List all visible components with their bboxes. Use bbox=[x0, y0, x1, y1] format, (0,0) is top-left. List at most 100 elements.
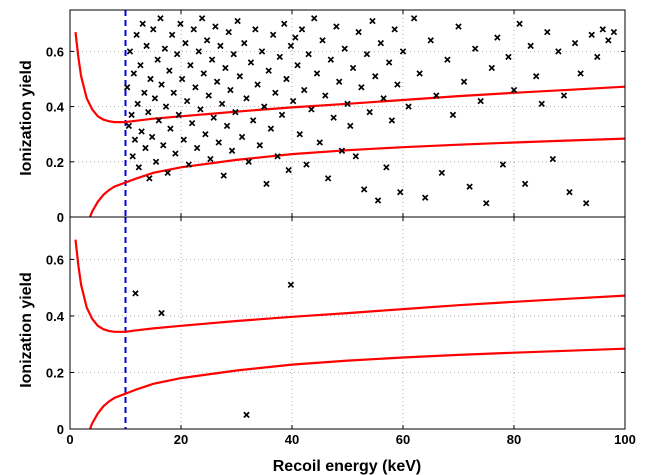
data-point bbox=[164, 169, 171, 177]
data-point bbox=[243, 95, 250, 102]
data-point bbox=[212, 23, 219, 30]
data-point bbox=[148, 133, 156, 141]
data-point bbox=[494, 34, 501, 41]
data-point bbox=[577, 70, 584, 77]
data-point bbox=[355, 28, 362, 36]
data-point bbox=[349, 64, 357, 72]
data-point bbox=[236, 73, 244, 80]
data-point bbox=[380, 95, 387, 102]
data-point bbox=[220, 172, 227, 179]
y-axis-title-bottom: Ionization yield bbox=[18, 272, 35, 388]
data-point bbox=[383, 164, 390, 171]
data-point bbox=[358, 84, 365, 91]
data-point bbox=[516, 20, 523, 28]
data-point bbox=[341, 45, 348, 52]
data-point bbox=[394, 81, 401, 88]
data-point bbox=[158, 81, 165, 88]
x-tick-label: 80 bbox=[507, 432, 521, 447]
data-point bbox=[477, 97, 484, 105]
data-point bbox=[433, 92, 440, 99]
data-point bbox=[157, 15, 164, 22]
data-point bbox=[374, 197, 382, 204]
data-point bbox=[521, 180, 529, 188]
data-point bbox=[155, 117, 163, 124]
data-point bbox=[188, 119, 196, 127]
data-point bbox=[460, 78, 468, 85]
data-point bbox=[303, 161, 310, 168]
data-point bbox=[333, 23, 340, 30]
data-point bbox=[142, 144, 149, 152]
data-point bbox=[308, 106, 315, 113]
data-point bbox=[223, 122, 231, 130]
data-point bbox=[505, 53, 512, 61]
data-point bbox=[225, 28, 232, 36]
data-point bbox=[141, 89, 148, 97]
data-point bbox=[360, 186, 368, 193]
data-point bbox=[143, 42, 150, 50]
data-point bbox=[272, 89, 279, 97]
data-point bbox=[330, 114, 337, 121]
data-point bbox=[133, 31, 140, 39]
data-point bbox=[175, 111, 182, 119]
data-point bbox=[187, 61, 194, 69]
data-point bbox=[249, 117, 257, 124]
data-point bbox=[287, 42, 295, 50]
data-point bbox=[294, 61, 301, 69]
data-point bbox=[154, 56, 161, 63]
chart-panel-bottom: 0 0.2 0.4 0.6 0 20 40 60 80 100 bbox=[46, 216, 636, 447]
data-point bbox=[198, 15, 206, 22]
data-point bbox=[135, 164, 143, 171]
data-point bbox=[137, 61, 144, 69]
data-point bbox=[571, 39, 579, 47]
data-point bbox=[166, 67, 173, 74]
data-point bbox=[377, 39, 385, 47]
data-point bbox=[532, 73, 540, 80]
data-point bbox=[269, 31, 277, 39]
plot-area bbox=[74, 10, 625, 217]
data-point bbox=[544, 28, 551, 36]
data-point bbox=[372, 73, 379, 80]
data-point bbox=[207, 155, 214, 163]
y-tick-label: 0.2 bbox=[46, 155, 64, 170]
data-point bbox=[146, 175, 153, 182]
data-point bbox=[287, 281, 295, 289]
band-curve-lower bbox=[88, 137, 625, 217]
data-point bbox=[138, 128, 145, 135]
data-point bbox=[555, 48, 562, 55]
data-point bbox=[217, 42, 224, 50]
band-curve-upper bbox=[74, 31, 625, 124]
data-point bbox=[230, 50, 237, 58]
data-point bbox=[405, 103, 412, 110]
data-point bbox=[232, 108, 239, 116]
data-point bbox=[265, 67, 272, 74]
data-point bbox=[285, 166, 292, 174]
data-point bbox=[172, 150, 179, 157]
data-point bbox=[208, 56, 216, 63]
data-point bbox=[245, 158, 252, 166]
data-point bbox=[369, 17, 376, 25]
chart-panel-top: 0 0.2 0.4 0.6 bbox=[46, 9, 626, 225]
y-tick-label: 0.6 bbox=[46, 44, 64, 59]
data-point bbox=[162, 103, 170, 110]
data-point bbox=[130, 70, 138, 77]
data-point bbox=[385, 59, 393, 66]
data-point bbox=[258, 48, 266, 55]
data-point bbox=[123, 84, 131, 91]
data-point bbox=[132, 290, 139, 297]
data-point bbox=[594, 53, 601, 61]
data-point bbox=[131, 136, 139, 143]
plot-frame bbox=[69, 9, 626, 218]
y-tick-label: 0 bbox=[57, 210, 64, 225]
data-point bbox=[391, 26, 398, 33]
data-point bbox=[488, 64, 496, 72]
data-point bbox=[218, 100, 226, 108]
y-axis-title-top: Ionization yield bbox=[18, 60, 35, 176]
data-point bbox=[228, 147, 236, 154]
x-tick-label: 0 bbox=[66, 432, 73, 447]
x-tick-label: 40 bbox=[285, 432, 299, 447]
data-point bbox=[438, 169, 446, 177]
data-point bbox=[560, 92, 568, 99]
data-point bbox=[168, 31, 176, 39]
data-point bbox=[195, 48, 202, 55]
data-point bbox=[566, 188, 573, 196]
